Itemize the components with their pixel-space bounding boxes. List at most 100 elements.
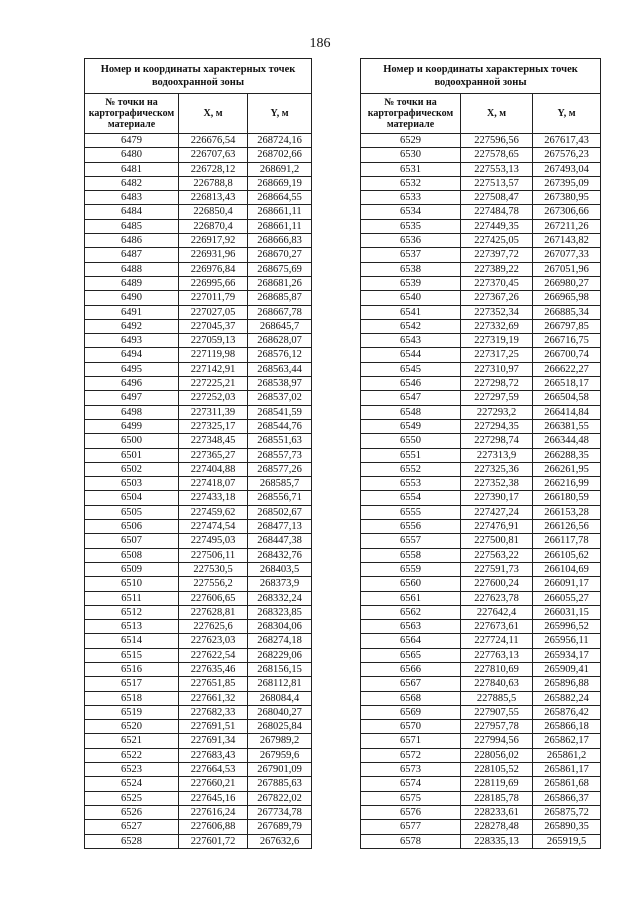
table-row: 6543 227319,19 266716,75 [360, 333, 602, 349]
table-row: 6540 227367,26 266965,98 [360, 290, 602, 306]
point-number-cell: 6498 [84, 404, 179, 420]
point-number-cell: 6484 [84, 204, 179, 220]
x-coordinate-cell: 227225,21 [178, 376, 248, 392]
y-coordinate-cell: 266700,74 [531, 347, 602, 363]
x-coordinate-cell: 227252,03 [178, 390, 248, 406]
x-coordinate-cell: 227691,51 [178, 719, 248, 735]
y-coordinate-cell: 268702,66 [246, 147, 313, 163]
y-coordinate-cell: 267989,2 [246, 733, 313, 749]
table-row: 6578 228335,13 265919,5 [360, 833, 602, 849]
point-number-cell: 6564 [360, 633, 461, 649]
point-number-cell: 6488 [84, 261, 179, 277]
point-number-cell: 6512 [84, 604, 179, 621]
y-coordinate-cell: 266216,99 [531, 476, 602, 492]
y-coordinate-cell: 266797,85 [531, 318, 602, 335]
table-row: 6527 227606,88 267689,79 [84, 819, 313, 835]
point-number-cell: 6495 [84, 361, 179, 378]
table-row: 6494 227119,98 268576,12 [84, 347, 313, 363]
y-coordinate-cell: 266091,17 [531, 576, 602, 592]
y-coordinate-cell: 266288,35 [531, 447, 602, 463]
column-header-point-number: № точки на картографическом материале [360, 93, 461, 134]
point-number-cell: 6517 [84, 676, 179, 692]
x-coordinate-cell: 227298,74 [460, 433, 533, 449]
table-row: 6479 226676,54 268724,16 [84, 132, 313, 149]
point-number-cell: 6574 [360, 776, 461, 792]
y-coordinate-cell: 268432,76 [246, 547, 313, 563]
table-row: 6574 228119,69 265861,68 [360, 776, 602, 792]
point-number-cell: 6567 [360, 676, 461, 692]
table-row: 6531 227553,13 267493,04 [360, 161, 602, 177]
x-coordinate-cell: 227628,81 [178, 604, 248, 621]
point-number-cell: 6533 [360, 190, 461, 206]
x-coordinate-cell: 226870,4 [178, 218, 248, 235]
y-coordinate-cell: 268373,9 [246, 576, 313, 592]
y-coordinate-cell: 268025,84 [246, 719, 313, 735]
x-coordinate-cell: 227313,9 [460, 447, 533, 463]
y-coordinate-cell: 265861,17 [531, 762, 602, 778]
table-row: 6552 227325,36 266261,95 [360, 461, 602, 478]
point-number-cell: 6537 [360, 247, 461, 263]
table-row: 6564 227724,11 265956,11 [360, 633, 602, 649]
table-row: 6516 227635,46 268156,15 [84, 661, 313, 678]
y-coordinate-cell: 266965,98 [531, 290, 602, 306]
x-coordinate-cell: 227600,24 [460, 576, 533, 592]
x-coordinate-cell: 227642,4 [460, 604, 533, 621]
point-number-cell: 6553 [360, 476, 461, 492]
x-coordinate-cell: 227578,65 [460, 147, 533, 163]
table-row: 6521 227691,34 267989,2 [84, 733, 313, 749]
x-coordinate-cell: 227332,69 [460, 318, 533, 335]
y-coordinate-cell: 268669,19 [246, 175, 313, 192]
y-coordinate-cell: 268304,06 [246, 619, 313, 635]
y-coordinate-cell: 267885,63 [246, 776, 313, 792]
table-row: 6563 227673,61 265996,52 [360, 619, 602, 635]
y-coordinate-cell: 267493,04 [531, 161, 602, 177]
y-coordinate-cell: 265909,41 [531, 661, 602, 678]
point-number-cell: 6532 [360, 175, 461, 192]
table-row: 6577 228278,48 265890,35 [360, 819, 602, 835]
table-row: 6557 227500,81 266117,78 [360, 533, 602, 549]
table-row: 6536 227425,05 267143,82 [360, 233, 602, 249]
x-coordinate-cell: 227027,05 [178, 304, 248, 320]
table-row: 6532 227513,57 267395,09 [360, 175, 602, 192]
point-number-cell: 6544 [360, 347, 461, 363]
x-coordinate-cell: 227840,63 [460, 676, 533, 692]
x-coordinate-cell: 228278,48 [460, 819, 533, 835]
y-coordinate-cell: 268724,16 [246, 132, 313, 149]
point-number-cell: 6493 [84, 333, 179, 349]
x-coordinate-cell: 226813,43 [178, 190, 248, 206]
point-number-cell: 6531 [360, 161, 461, 177]
x-coordinate-cell: 226995,66 [178, 275, 248, 292]
y-coordinate-cell: 265890,35 [531, 819, 602, 835]
point-number-cell: 6497 [84, 390, 179, 406]
point-number-cell: 6559 [360, 561, 461, 578]
point-number-cell: 6518 [84, 690, 179, 706]
x-coordinate-cell: 227661,32 [178, 690, 248, 706]
table-row: 6490 227011,79 268685,87 [84, 290, 313, 306]
point-number-cell: 6577 [360, 819, 461, 835]
point-number-cell: 6539 [360, 275, 461, 292]
y-coordinate-cell: 268667,78 [246, 304, 313, 320]
y-coordinate-cell: 267632,6 [246, 833, 313, 849]
y-coordinate-cell: 267959,6 [246, 747, 313, 764]
table-body: 6479 226676,54 268724,16 6480 226707,63 26870… [84, 132, 313, 849]
y-coordinate-cell: 265866,18 [531, 719, 602, 735]
table-row: 6551 227313,9 266288,35 [360, 447, 602, 463]
table-row: 6559 227591,73 266104,69 [360, 561, 602, 578]
y-coordinate-cell: 266622,27 [531, 361, 602, 378]
x-coordinate-cell: 227645,16 [178, 790, 248, 806]
y-coordinate-cell: 266381,55 [531, 418, 602, 435]
y-coordinate-cell: 267689,79 [246, 819, 313, 835]
y-coordinate-cell: 266885,34 [531, 304, 602, 320]
table-row: 6547 227297,59 266504,58 [360, 390, 602, 406]
point-number-cell: 6508 [84, 547, 179, 563]
x-coordinate-cell: 227367,26 [460, 290, 533, 306]
x-coordinate-cell: 227508,47 [460, 190, 533, 206]
x-coordinate-cell: 227298,72 [460, 376, 533, 392]
y-coordinate-cell: 268112,81 [246, 676, 313, 692]
y-coordinate-cell: 268577,26 [246, 461, 313, 478]
point-number-cell: 6549 [360, 418, 461, 435]
table-row: 6548 227293,2 266414,84 [360, 404, 602, 420]
point-number-cell: 6525 [84, 790, 179, 806]
table-row: 6497 227252,03 268537,02 [84, 390, 313, 406]
y-coordinate-cell: 266344,48 [531, 433, 602, 449]
